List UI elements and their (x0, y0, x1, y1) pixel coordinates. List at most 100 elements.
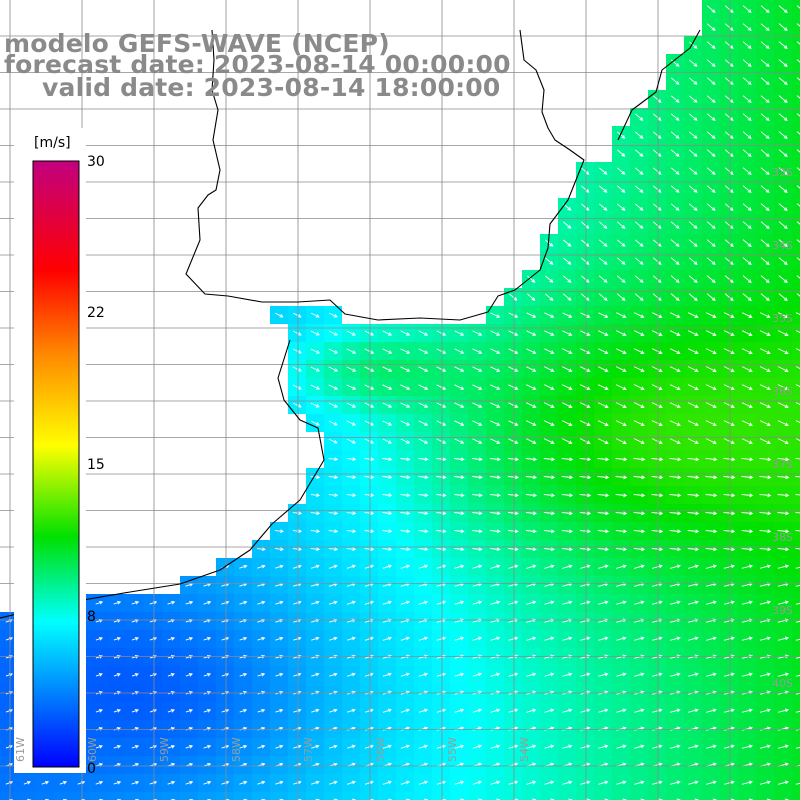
wind-arrow (329, 744, 338, 749)
wind-arrow (508, 384, 519, 390)
wind-arrow (364, 493, 375, 498)
wind-arrow (544, 312, 555, 318)
wind-arrow (545, 275, 554, 283)
wind-arrow (292, 402, 302, 408)
wind-arrow (364, 420, 374, 426)
field-cell (792, 162, 800, 180)
wind-arrow (563, 257, 572, 265)
field-cell (792, 432, 800, 450)
wind-arrow (795, 530, 800, 532)
wind-arrow (167, 600, 176, 605)
wind-arrow (382, 384, 393, 390)
longitude-label: 54W (518, 737, 531, 762)
wind-arrow (490, 438, 501, 444)
wind-arrow (400, 475, 411, 480)
wind-arrow (706, 77, 716, 85)
wind-arrow (579, 475, 592, 480)
field-cell (792, 414, 800, 432)
wind-arrow (580, 275, 590, 283)
wind-arrow (526, 780, 537, 785)
wind-arrow (687, 366, 699, 372)
wind-arrow (310, 384, 321, 390)
wind-arrow (418, 547, 429, 552)
wind-arrow (454, 384, 465, 390)
wind-arrow (616, 275, 626, 283)
wind-arrow (777, 547, 790, 552)
wind-arrow (687, 636, 699, 641)
wind-arrow (346, 708, 356, 713)
wind-arrow (292, 348, 302, 354)
wind-arrow (706, 312, 717, 318)
field-cell (540, 792, 558, 800)
wind-arrow (544, 366, 555, 372)
wind-arrow (527, 293, 536, 301)
wind-arrow (382, 402, 393, 408)
field-cell (234, 792, 252, 800)
wind-arrow (796, 41, 800, 45)
field-cell (522, 792, 540, 800)
wind-arrow (400, 529, 411, 534)
wind-arrow (741, 438, 753, 445)
wind-arrow (275, 564, 284, 569)
wind-arrow (724, 23, 734, 31)
wind-arrow (454, 457, 465, 462)
wind-arrow (670, 780, 681, 785)
wind-arrow (581, 167, 590, 175)
wind-arrow (293, 600, 302, 605)
wind-arrow (688, 239, 698, 247)
wind-arrow (616, 330, 627, 336)
wind-arrow (652, 149, 662, 157)
wind-arrow (526, 600, 537, 605)
wind-arrow (418, 636, 429, 641)
wind-arrow (95, 780, 104, 785)
wind-arrow (545, 239, 554, 247)
wind-arrow (741, 564, 753, 569)
wind-arrow (508, 330, 519, 336)
field-cell (792, 612, 800, 630)
wind-arrow (651, 402, 663, 409)
wind-arrow (778, 312, 789, 318)
wind-arrow (652, 257, 662, 265)
wind-arrow (777, 636, 790, 641)
colorbar-tick-30: 30 (87, 154, 105, 170)
wind-arrow (328, 600, 338, 605)
title-forecast-date: forecast date: 2023-08-14 00:00:00 (4, 50, 511, 79)
wind-arrow (490, 708, 501, 713)
wind-arrow (167, 708, 175, 713)
wind-arrow (275, 600, 284, 605)
wind-arrow (454, 780, 465, 785)
wind-arrow (579, 529, 592, 534)
wind-arrow (615, 511, 628, 516)
wind-arrow (436, 547, 447, 552)
wind-arrow (669, 475, 682, 480)
wind-arrow (382, 529, 393, 534)
wind-arrow (670, 312, 681, 318)
wind-arrow (579, 547, 592, 552)
wind-arrow (472, 564, 483, 569)
wind-arrow (490, 672, 501, 677)
wind-arrow (579, 493, 592, 498)
wind-arrow (616, 239, 626, 247)
wind-arrow (705, 672, 717, 677)
wind-arrow (795, 674, 800, 677)
wind-arrow (436, 564, 447, 569)
field-cell (162, 792, 180, 800)
wind-arrow (382, 348, 393, 354)
field-cell (486, 792, 504, 800)
field-cell (792, 774, 800, 792)
wind-arrow (688, 293, 698, 302)
wind-arrow (580, 780, 591, 785)
wind-arrow (598, 330, 609, 336)
longitude-label: 61W (14, 737, 27, 762)
wind-arrow (670, 77, 680, 85)
wind-arrow (634, 293, 644, 301)
wind-arrow (741, 457, 754, 462)
wind-arrow (598, 293, 608, 301)
wind-arrow (760, 185, 770, 193)
wind-arrow (382, 330, 393, 336)
wind-arrow (328, 348, 339, 354)
wind-arrow (543, 511, 556, 516)
wind-arrow (454, 493, 465, 498)
wind-arrow (616, 600, 627, 605)
wind-arrow (742, 275, 752, 283)
